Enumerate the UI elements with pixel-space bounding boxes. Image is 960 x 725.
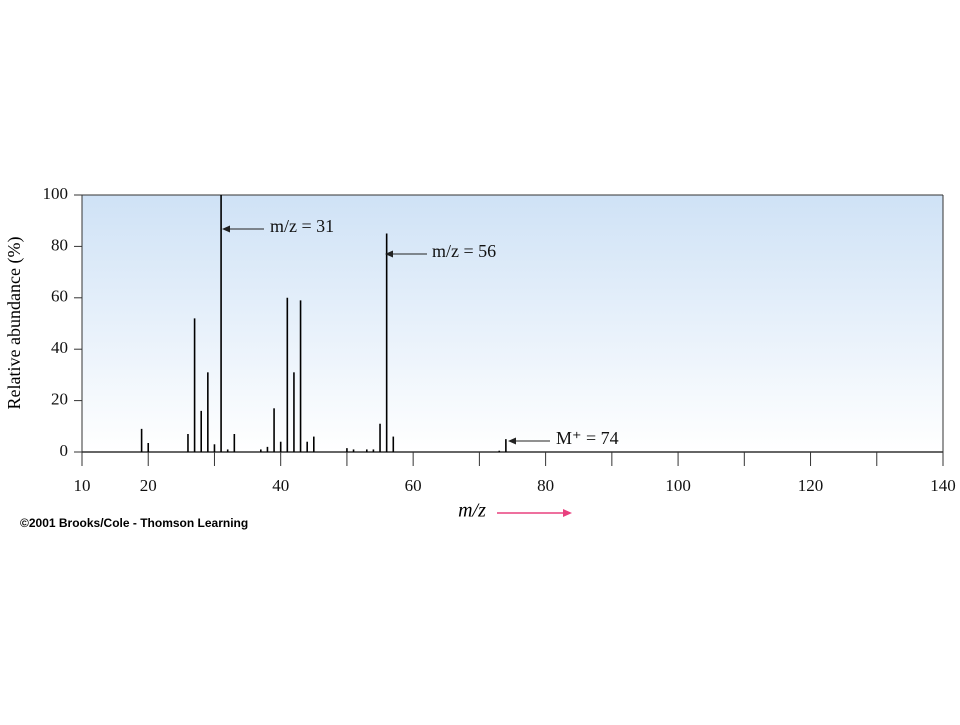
x-tick-label: 60 bbox=[405, 476, 422, 495]
annotation: m/z = 31 bbox=[270, 216, 334, 236]
y-tick-label: 0 bbox=[60, 441, 69, 460]
x-tick-label: 20 bbox=[140, 476, 157, 495]
x-axis-arrow-head bbox=[563, 509, 572, 517]
x-tick-label: 100 bbox=[665, 476, 691, 495]
annotation-arrow-head bbox=[222, 225, 230, 233]
x-tick-label: 140 bbox=[930, 476, 956, 495]
x-tick-label: 40 bbox=[272, 476, 289, 495]
y-tick-label: 100 bbox=[43, 184, 69, 203]
plot-area bbox=[82, 195, 943, 452]
y-tick-label: 40 bbox=[51, 338, 68, 357]
x-axis-label: m/z bbox=[458, 500, 486, 522]
x-tick-label: 120 bbox=[798, 476, 824, 495]
annotation: m/z = 56 bbox=[432, 241, 496, 261]
y-axis-label: Relative abundance (%) bbox=[4, 237, 25, 410]
annotation-arrow-head bbox=[385, 250, 393, 258]
x-tick-label: 80 bbox=[537, 476, 554, 495]
x-tick-label: 10 bbox=[74, 476, 91, 495]
annotation: M⁺ = 74 bbox=[556, 428, 619, 448]
y-tick-label: 60 bbox=[51, 287, 68, 306]
y-tick-label: 20 bbox=[51, 390, 68, 409]
annotation-arrow-head bbox=[508, 437, 516, 445]
credit: ©2001 Brooks/Cole - Thomson Learning bbox=[20, 516, 248, 530]
y-tick-label: 80 bbox=[51, 235, 68, 254]
